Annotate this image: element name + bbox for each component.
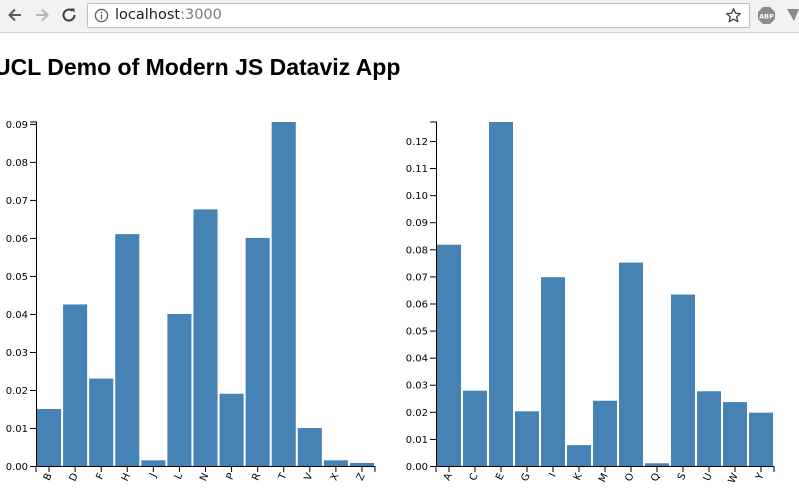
left-bar-R bbox=[245, 237, 270, 466]
left-x-tick-label-Z: Z bbox=[355, 471, 368, 482]
left-x-tick-label-T: T bbox=[276, 471, 289, 483]
right-bar-I bbox=[541, 277, 565, 466]
right-y-tick-label: 0.12 bbox=[406, 137, 428, 148]
right-y-tick-label: 0.03 bbox=[406, 381, 428, 392]
right-x-tick-label-U: U bbox=[702, 472, 715, 483]
right-x-tick-label-A: A bbox=[442, 471, 455, 482]
left-x-tick-label-L: L bbox=[173, 471, 186, 481]
left-bar-F bbox=[89, 378, 114, 466]
right-x-tick-label-O: O bbox=[623, 472, 636, 484]
right-bar-W bbox=[723, 402, 747, 466]
right-x-tick-label-C: C bbox=[468, 472, 481, 483]
left-y-tick-label: 0.09 bbox=[6, 120, 28, 131]
left-bar-X bbox=[323, 460, 348, 466]
left-y-tick-label: 0.02 bbox=[6, 386, 28, 397]
left-y-tick-label: 0.01 bbox=[6, 424, 28, 435]
shield-extension-icon bbox=[787, 9, 799, 21]
right-y-tick-label: 0.00 bbox=[406, 462, 428, 473]
right-bar-Y bbox=[749, 412, 773, 466]
info-icon[interactable] bbox=[94, 8, 109, 23]
left-x-tick-label-X: X bbox=[329, 471, 342, 482]
left-bar-H bbox=[115, 234, 140, 466]
adblock-extension-button[interactable]: ABP bbox=[757, 6, 776, 25]
right-x-tick-label-G: G bbox=[519, 472, 532, 484]
right-x-tick-label-K: K bbox=[572, 471, 585, 482]
right-bar-S bbox=[671, 294, 695, 466]
right-bar-E bbox=[489, 122, 513, 466]
right-x-tick-label-I: I bbox=[548, 472, 559, 479]
left-x-tick-label-H: H bbox=[120, 472, 133, 483]
right-x-tick-label-Y: Y bbox=[754, 471, 767, 483]
left-x-tick-label-N: N bbox=[198, 472, 211, 483]
left-bar-B bbox=[37, 408, 62, 466]
url-text[interactable]: localhost:3000 bbox=[115, 7, 222, 23]
left-bar-N bbox=[193, 209, 218, 466]
bookmark-star-icon[interactable] bbox=[725, 7, 742, 24]
right-y-tick-label: 0.02 bbox=[406, 408, 428, 419]
left-x-tick-label-P: P bbox=[225, 472, 238, 482]
right-x-tick-label-W: W bbox=[727, 472, 741, 486]
page-content: UCL Demo of Modern JS Dataviz App 0.00 0.… bbox=[0, 33, 799, 491]
right-bar-chart: 0.00 0.01 0.02 0.03 0.04 0.05 0.06 0.07 0.08 0.09… bbox=[406, 121, 775, 486]
right-x-tick-label-M: M bbox=[597, 472, 611, 484]
reload-button[interactable] bbox=[58, 4, 80, 26]
page-title: UCL Demo of Modern JS Dataviz App bbox=[0, 54, 401, 80]
url-port: :3000 bbox=[180, 7, 222, 23]
reload-icon bbox=[62, 8, 76, 22]
right-y-axis-line bbox=[430, 121, 437, 467]
left-x-tick-label-F: F bbox=[95, 471, 108, 481]
right-y-tick-label: 0.10 bbox=[406, 191, 428, 202]
left-bar-P bbox=[219, 393, 244, 466]
left-bar-J bbox=[141, 460, 166, 466]
extension-button[interactable] bbox=[786, 6, 799, 25]
right-y-tick-label: 0.04 bbox=[406, 354, 428, 365]
left-x-tick-label-R: R bbox=[250, 472, 263, 483]
right-y-tick-label: 0.01 bbox=[406, 435, 428, 446]
right-bar-G bbox=[515, 411, 539, 466]
left-y-tick-label: 0.05 bbox=[6, 272, 28, 283]
left-bar-Z bbox=[349, 462, 374, 466]
right-y-tick-label: 0.07 bbox=[406, 272, 428, 283]
left-bar-D bbox=[63, 304, 88, 466]
right-bar-K bbox=[567, 445, 591, 466]
url-host: localhost bbox=[115, 7, 181, 23]
left-y-tick-label: 0.00 bbox=[6, 462, 28, 473]
left-y-tick-label: 0.08 bbox=[6, 158, 28, 169]
left-x-tick-label-D: D bbox=[68, 471, 81, 483]
left-bar-V bbox=[297, 427, 322, 466]
right-bar-C bbox=[463, 390, 487, 466]
right-y-tick-label: 0.08 bbox=[406, 245, 428, 256]
right-bar-Q bbox=[645, 463, 669, 466]
right-y-tick-label: 0.09 bbox=[406, 218, 428, 229]
back-button[interactable] bbox=[4, 4, 26, 26]
right-x-tick-label-E: E bbox=[494, 472, 507, 482]
left-x-tick-label-V: V bbox=[303, 471, 316, 482]
forward-button[interactable] bbox=[31, 4, 53, 26]
back-arrow-icon bbox=[8, 8, 21, 22]
left-y-tick-label: 0.04 bbox=[6, 310, 28, 321]
right-y-tick-label: 0.05 bbox=[406, 327, 428, 338]
right-bar-O bbox=[619, 262, 643, 466]
right-x-tick-label-Q: Q bbox=[649, 472, 662, 484]
left-y-tick-label: 0.07 bbox=[6, 196, 28, 207]
right-bar-U bbox=[697, 391, 721, 466]
adblock-icon: ABP bbox=[758, 7, 775, 24]
browser-toolbar: localhost:3000 ABP bbox=[0, 0, 799, 33]
right-y-tick-label: 0.06 bbox=[406, 299, 428, 310]
left-bar-T bbox=[271, 122, 296, 466]
forward-arrow-icon bbox=[36, 8, 49, 22]
right-bar-M bbox=[593, 400, 617, 466]
adblock-label: ABP bbox=[759, 13, 774, 21]
address-bar[interactable]: localhost:3000 bbox=[87, 3, 750, 28]
left-y-tick-label: 0.06 bbox=[6, 234, 28, 245]
right-y-tick-label: 0.11 bbox=[406, 164, 428, 175]
right-bar-A bbox=[437, 244, 461, 466]
left-y-tick-label: 0.03 bbox=[6, 348, 28, 359]
left-x-tick-label-B: B bbox=[42, 472, 55, 483]
left-bar-chart: 0.00 0.01 0.02 0.03 0.04 0.05 0.06 0.07 0.08 0.09… bbox=[6, 120, 376, 483]
right-x-tick-label-S: S bbox=[676, 472, 689, 482]
left-x-tick-label-J: J bbox=[147, 472, 159, 480]
left-bar-L bbox=[167, 313, 192, 466]
